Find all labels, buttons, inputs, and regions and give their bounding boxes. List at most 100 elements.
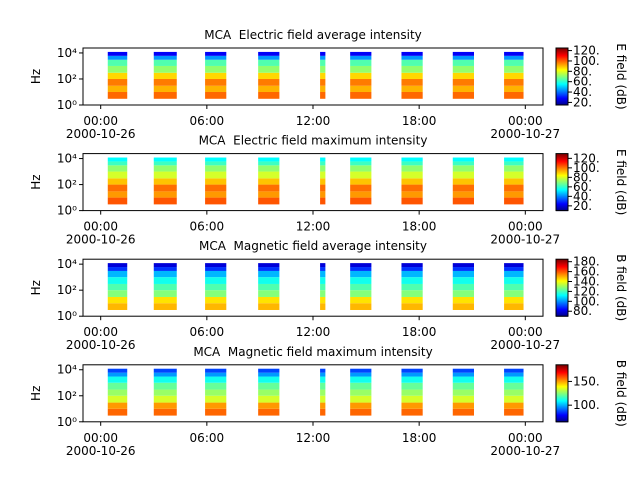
x-tick-label: 00:00 [83, 220, 118, 234]
spectrogram-cell [401, 184, 423, 192]
spectrogram-cell [258, 59, 280, 66]
colorbar-segment [556, 48, 568, 50]
colorbar-segment [556, 49, 568, 52]
y-tick-label: 10⁰ [57, 204, 77, 218]
x-tick-label: 12:00 [296, 220, 331, 234]
spectrogram-cell [504, 263, 524, 268]
colorbar-segment [556, 72, 568, 75]
colorbar-segment [556, 396, 568, 398]
spectrogram-cell [320, 72, 326, 79]
spectrogram-cell [205, 78, 227, 86]
spectrogram-cell [452, 161, 474, 166]
spectrogram-cell [504, 161, 524, 166]
x-tick-date: 2000-10-26 [66, 127, 136, 141]
y-tick-label: 10⁰ [57, 309, 77, 323]
x-tick-label: 18:00 [402, 325, 437, 339]
chart-title: MCA Magnetic field average intensity [199, 239, 427, 253]
spectrogram-cell [107, 263, 128, 268]
spectrogram-cell [153, 65, 177, 73]
colorbar-segment [556, 200, 568, 202]
colorbar-segment [556, 270, 568, 273]
y-axis-label: Hz [29, 69, 43, 84]
spectrogram-cell [452, 372, 474, 377]
colorbar-label: B field (dB) [614, 360, 628, 427]
spectrogram-cell [320, 184, 326, 192]
colorbar-segment [556, 266, 568, 269]
spectrogram-cell [258, 55, 280, 60]
spectrogram-cell [320, 171, 326, 179]
colorbar-segment [556, 304, 568, 307]
spectrogram-cell [452, 303, 474, 310]
colorbar-segment [556, 297, 568, 299]
colorbar-segment [556, 287, 568, 290]
spectrogram-cell [504, 290, 524, 297]
colorbar-segment [556, 275, 568, 277]
spectrogram-cell [153, 85, 177, 92]
spectrogram-cell [205, 270, 227, 278]
colorbar-segment [556, 53, 568, 56]
spectrogram-cell [401, 408, 423, 416]
spectrogram-cell [258, 382, 280, 390]
x-tick-label: 00:00 [83, 114, 118, 128]
spectrogram-cell [107, 376, 128, 383]
colorbar-segment [556, 73, 568, 76]
spectrogram-cell [504, 51, 524, 56]
spectrogram-cell [107, 59, 128, 66]
x-tick-label: 00:00 [508, 114, 543, 128]
spectrogram-cell [350, 78, 372, 86]
spectrogram-cell [258, 267, 280, 271]
spectrogram-cell [205, 376, 227, 383]
y-axis-label: Hz [29, 174, 43, 189]
spectrogram-cell [452, 270, 474, 278]
colorbar-segment [556, 90, 568, 93]
colorbar-segment [556, 84, 568, 86]
spectrogram-cell [205, 303, 227, 310]
colorbar-segment [556, 183, 568, 185]
colorbar-tick-label: 100. [573, 294, 600, 308]
spectrogram-cell [452, 78, 474, 86]
spectrogram-cell [153, 277, 177, 284]
colorbar-segment [556, 276, 568, 278]
colorbar-segment [556, 306, 568, 309]
spectrogram-cell [401, 55, 423, 60]
spectrogram-cell [452, 184, 474, 192]
spectrogram-cell [258, 283, 280, 291]
colorbar-tick-label: 120. [573, 151, 600, 165]
spectrogram-cell [452, 197, 474, 205]
colorbar-segment [556, 182, 568, 184]
spectrogram-cell [401, 270, 423, 278]
spectrogram-cell [258, 91, 280, 99]
x-tick-label: 06:00 [190, 431, 225, 445]
colorbar-segment [556, 269, 568, 272]
spectrogram-cell [401, 171, 423, 179]
spectrogram-cell [350, 277, 372, 284]
colorbar-segment [556, 201, 568, 203]
spectrogram-cell [452, 91, 474, 99]
spectrogram-cell [452, 178, 474, 185]
spectrogram-cell [452, 290, 474, 297]
spectrogram-cell [205, 55, 227, 60]
colorbar-segment [556, 172, 568, 175]
spectrogram-cell [205, 389, 227, 396]
spectrogram-cell [258, 402, 280, 409]
spectrogram-cell [350, 395, 372, 403]
colorbar-segment [556, 58, 568, 60]
spectrogram-cell [401, 85, 423, 92]
x-tick-label: 12:00 [296, 114, 331, 128]
colorbar-segment [556, 177, 568, 179]
colorbar-segment [556, 185, 568, 188]
colorbar-segment [556, 300, 568, 302]
spectrogram-cell [107, 382, 128, 390]
colorbar-segment [556, 366, 568, 369]
spectrogram-cell [401, 65, 423, 73]
spectrogram-cell [107, 157, 128, 162]
spectrogram-cell [258, 85, 280, 92]
colorbar-segment [556, 67, 568, 69]
colorbar-segment [556, 88, 568, 91]
spectrogram-cell [452, 402, 474, 409]
y-tick-label: 10⁰ [57, 98, 77, 112]
spectrogram-cell [504, 402, 524, 409]
x-tick-label: 06:00 [190, 325, 225, 339]
spectrogram-cell [205, 368, 227, 373]
spectrogram-cell [504, 270, 524, 278]
